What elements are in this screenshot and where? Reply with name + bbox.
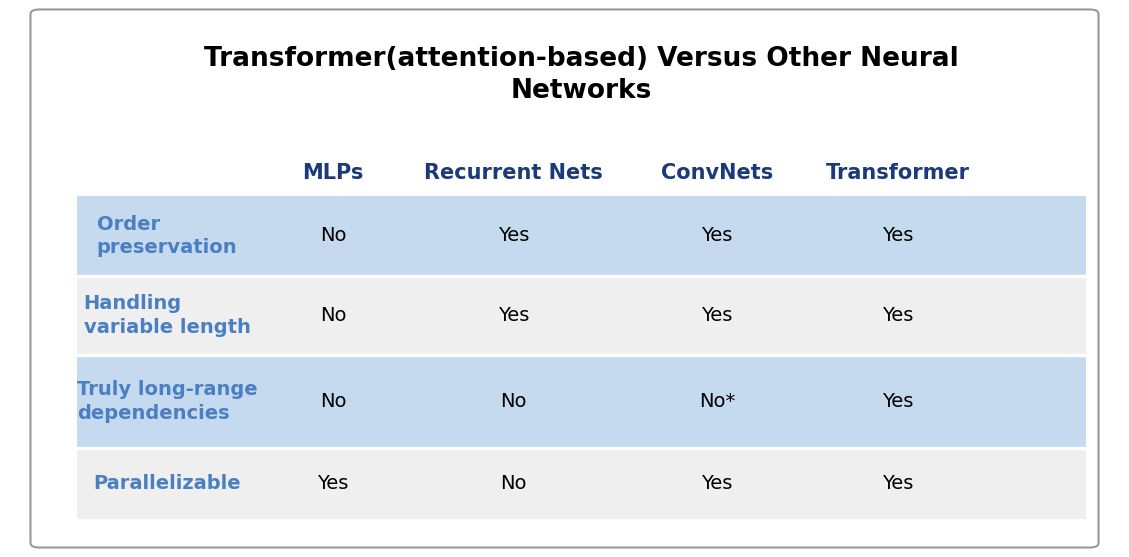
Text: Yes: Yes: [317, 474, 349, 494]
Text: Order
preservation: Order preservation: [97, 214, 237, 257]
Text: Transformer(attention-based) Versus Other Neural
Networks: Transformer(attention-based) Versus Othe…: [204, 46, 959, 104]
Text: Truly long-range
dependencies: Truly long-range dependencies: [77, 380, 257, 423]
Text: Yes: Yes: [882, 474, 913, 494]
Text: Yes: Yes: [498, 226, 530, 246]
Text: Yes: Yes: [498, 306, 530, 325]
Text: No: No: [320, 306, 347, 325]
Text: Yes: Yes: [882, 306, 913, 325]
Text: Transformer: Transformer: [825, 163, 970, 183]
Text: Yes: Yes: [882, 392, 913, 411]
Text: No: No: [500, 474, 527, 494]
Text: Handling
variable length: Handling variable length: [84, 294, 251, 336]
Text: Yes: Yes: [701, 306, 733, 325]
Bar: [77, 448, 1086, 519]
Text: Recurrent Nets: Recurrent Nets: [425, 163, 603, 183]
Text: No*: No*: [699, 392, 735, 411]
Text: Yes: Yes: [882, 226, 913, 246]
Text: Yes: Yes: [701, 474, 733, 494]
Text: Yes: Yes: [701, 226, 733, 246]
Bar: [77, 276, 1086, 355]
FancyBboxPatch shape: [30, 9, 1099, 548]
Text: No: No: [500, 392, 527, 411]
Text: MLPs: MLPs: [303, 163, 364, 183]
Bar: [77, 355, 1086, 448]
Text: Parallelizable: Parallelizable: [94, 474, 240, 494]
Text: No: No: [320, 226, 347, 246]
Text: No: No: [320, 392, 347, 411]
Text: ConvNets: ConvNets: [660, 163, 773, 183]
Bar: [77, 196, 1086, 276]
